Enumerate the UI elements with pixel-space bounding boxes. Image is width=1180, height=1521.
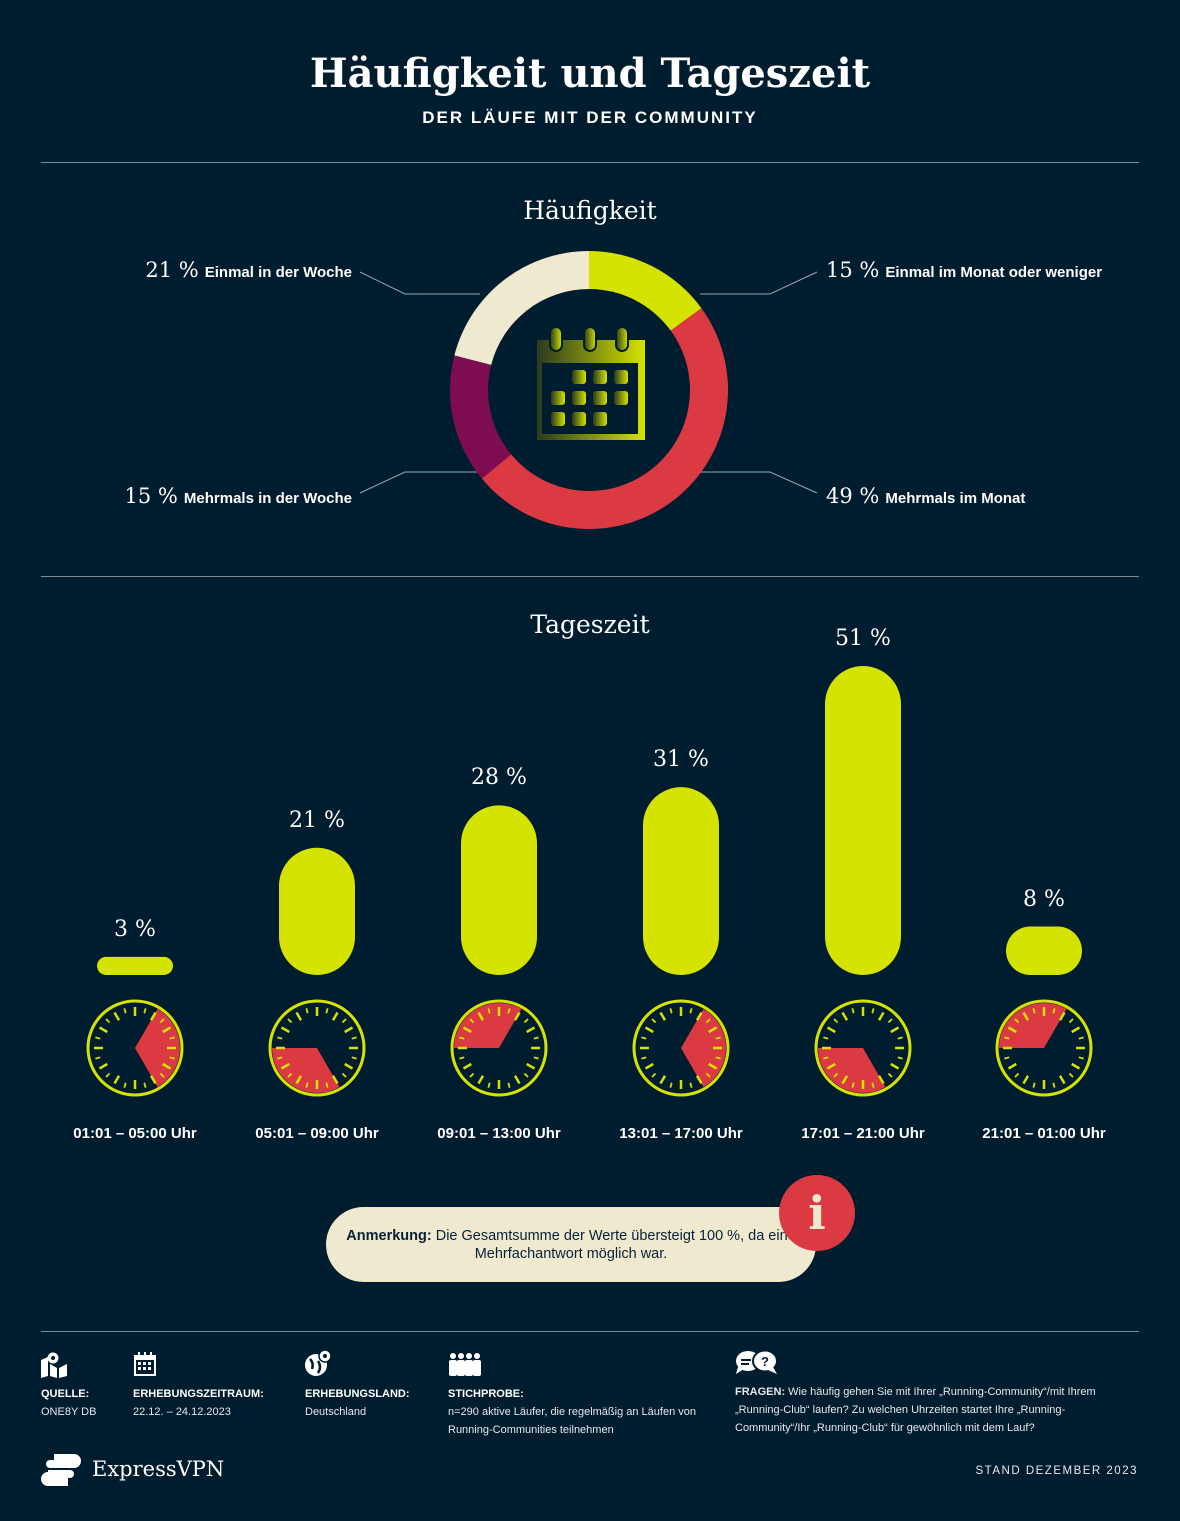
time-range-label: 05:01 – 09:00 Uhr [255, 1125, 379, 1142]
divider [41, 162, 1139, 163]
clock-sector [999, 1003, 1067, 1048]
clock-sector [454, 1003, 522, 1048]
bar-value-label: 51 % [835, 626, 891, 651]
bar-chart [86, 666, 1093, 1097]
svg-text:?: ? [761, 1354, 769, 1369]
calendar-icon [537, 326, 645, 440]
bar [643, 787, 719, 975]
bar-value-label: 3 % [114, 916, 156, 942]
divider [41, 1331, 1139, 1332]
clock-icon [632, 999, 730, 1097]
slice-label-mehrmals-woche: 15 % Mehrmals in der Woche [124, 484, 352, 508]
bar [279, 847, 355, 975]
bar-value-label: 8 % [1023, 886, 1065, 912]
clock-icon [86, 999, 184, 1097]
leader-line [359, 271, 480, 295]
donut-slice [454, 251, 589, 365]
brand-name: ExpressVPN [92, 1457, 225, 1481]
bar [97, 956, 173, 975]
note-text: Die Gesamtsumme der Werte übersteigt 100… [431, 1227, 796, 1262]
page-subtitle: DER LÄUFE MIT DER COMMUNITY [422, 108, 758, 127]
bar [825, 666, 901, 975]
leader-line [700, 271, 818, 295]
bar [1006, 926, 1082, 975]
time-range-label: 09:01 – 13:00 Uhr [437, 1125, 561, 1142]
donut-title: Häufigkeit [523, 196, 657, 225]
time-range-label: 13:01 – 17:00 Uhr [619, 1125, 743, 1142]
country-label: ERHEBUNGSLAND: [305, 1388, 410, 1400]
globe-pin-icon [305, 1349, 332, 1376]
time-range-label: 17:01 – 21:00 Uhr [801, 1125, 925, 1142]
leader-line [359, 471, 478, 494]
bar [461, 805, 537, 975]
leader-line [700, 471, 818, 494]
time-range-label: 21:01 – 01:00 Uhr [982, 1125, 1106, 1142]
expressvpn-logo-icon [41, 1454, 81, 1486]
source-value: ONE8Y DB [41, 1406, 97, 1418]
donut-slice [589, 251, 702, 331]
bar-value-label: 31 % [653, 747, 709, 773]
period-label: ERHEBUNGSZEITRAUM: [133, 1388, 264, 1400]
clock-icon [814, 999, 912, 1097]
page-title: Häufigkeit und Tageszeit [309, 50, 871, 97]
sample-label: STICHPROBE: [448, 1388, 524, 1400]
donut-slice [450, 355, 512, 479]
questions-text: FRAGEN: Wie häufig gehen Sie mit Ihrer „… [735, 1386, 1096, 1434]
note-label: Anmerkung: [346, 1227, 432, 1244]
slice-label-einmal-monat: 15 % Einmal im Monat oder weniger [826, 258, 1103, 282]
map-pin-icon [41, 1352, 67, 1378]
bar-value-label: 21 % [289, 807, 345, 833]
bar-title: Tageszeit [530, 610, 650, 639]
stand-date: STAND DEZEMBER 2023 [975, 1465, 1138, 1477]
info-icon: i [779, 1175, 855, 1251]
clock-icon [995, 999, 1093, 1097]
clock-sector [272, 1048, 340, 1093]
clock-sector [818, 1048, 886, 1093]
country-value: Deutschland [305, 1406, 367, 1418]
period-value: 22.12. – 24.12.2023 [133, 1406, 231, 1418]
donut-slice [481, 308, 729, 530]
clock-icon [450, 999, 548, 1097]
slice-label-mehrmals-monat: 49 % Mehrmals im Monat [826, 484, 1026, 508]
people-icon [449, 1353, 481, 1376]
clock-icon [268, 999, 366, 1097]
sample-value: n=290 aktive Läufer, die regelmäßig an L… [448, 1406, 696, 1436]
time-range-label: 01:01 – 05:00 Uhr [73, 1125, 197, 1142]
chat-question-icon: ? [736, 1349, 778, 1374]
donut-chart [359, 251, 818, 530]
source-label: QUELLE: [41, 1388, 90, 1400]
slice-label-einmal-woche: 21 % Einmal in der Woche [145, 258, 352, 282]
bar-value-label: 28 % [471, 765, 527, 791]
calendar-icon [134, 1352, 156, 1376]
divider [41, 576, 1139, 577]
note-box: Anmerkung: Die Gesamtsumme der Werte übe… [326, 1207, 816, 1282]
